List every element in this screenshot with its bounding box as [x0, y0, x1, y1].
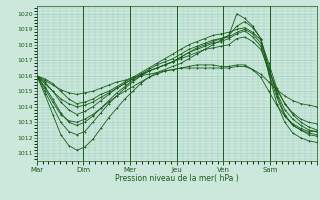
X-axis label: Pression niveau de la mer( hPa ): Pression niveau de la mer( hPa )	[115, 174, 239, 183]
